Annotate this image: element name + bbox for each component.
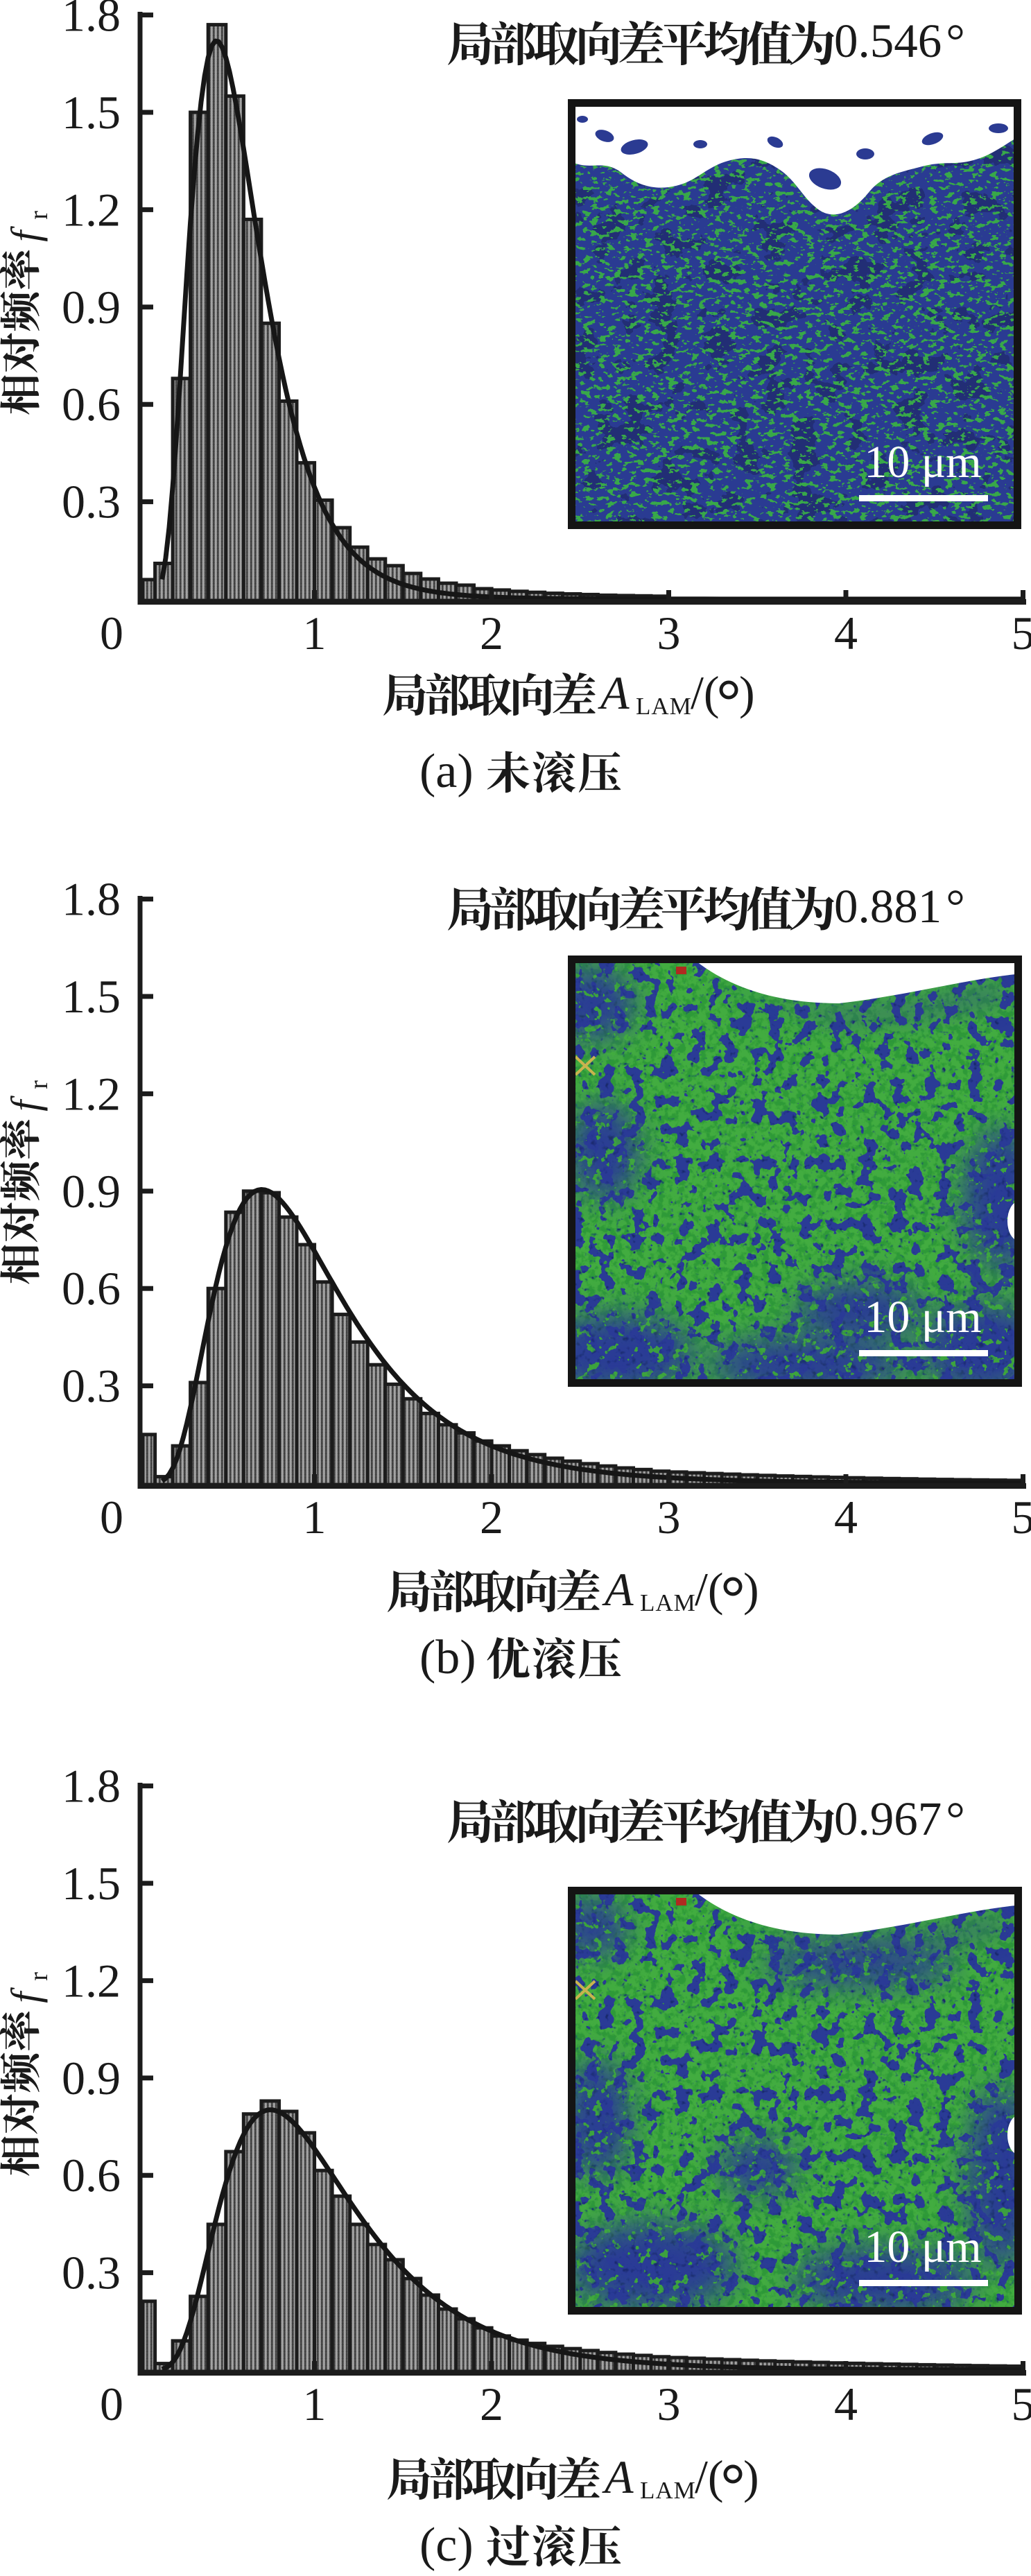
svg-text:0: 0 — [100, 1491, 123, 1544]
svg-text:4: 4 — [834, 1491, 858, 1544]
svg-text:0.881°: 0.881° — [834, 880, 965, 933]
svg-text:): ) — [743, 1563, 759, 1616]
svg-text:5: 5 — [1012, 1491, 1031, 1544]
svg-text:0.6: 0.6 — [62, 378, 121, 431]
svg-text:0.9: 0.9 — [62, 2052, 121, 2104]
svg-text:0.9: 0.9 — [62, 1165, 121, 1218]
svg-text:A: A — [602, 2450, 634, 2503]
svg-text:1: 1 — [303, 1491, 327, 1544]
svg-text:1.5: 1.5 — [62, 1857, 121, 1910]
svg-text:5: 5 — [1012, 607, 1031, 659]
svg-text:(a): (a) — [419, 745, 474, 798]
svg-text:/(: /( — [691, 666, 720, 719]
svg-text:1: 1 — [303, 2378, 327, 2430]
svg-text:2: 2 — [480, 1491, 503, 1544]
svg-text:0.546°: 0.546° — [834, 15, 965, 67]
svg-text:0: 0 — [100, 2378, 123, 2430]
svg-text:A: A — [602, 1563, 634, 1616]
svg-text:0.9: 0.9 — [62, 281, 121, 334]
svg-text:0.3: 0.3 — [62, 1360, 121, 1412]
svg-text:3: 3 — [657, 2378, 681, 2430]
svg-text:1.8: 1.8 — [62, 0, 121, 42]
svg-text:0.3: 0.3 — [62, 2247, 121, 2299]
svg-text:1.2: 1.2 — [62, 1067, 121, 1120]
svg-text:1.5: 1.5 — [62, 970, 121, 1023]
svg-text:LAM: LAM — [640, 1589, 696, 1616]
svg-text:2: 2 — [480, 607, 503, 659]
svg-text:4: 4 — [834, 2378, 858, 2430]
svg-text:r: r — [24, 211, 53, 220]
svg-text:3: 3 — [657, 607, 681, 659]
svg-text:LAM: LAM — [636, 693, 692, 720]
svg-text:0.3: 0.3 — [62, 476, 121, 528]
svg-text:(b): (b) — [419, 1631, 476, 1684]
svg-text:10 μm: 10 μm — [864, 437, 981, 487]
svg-text:1.2: 1.2 — [62, 183, 121, 236]
svg-text:1.8: 1.8 — [62, 1760, 121, 1813]
svg-text:1.8: 1.8 — [62, 873, 121, 926]
svg-text:10 μm: 10 μm — [864, 2222, 981, 2272]
svg-text:r: r — [24, 1972, 53, 1981]
svg-text:r: r — [24, 1080, 53, 1089]
svg-text:): ) — [743, 2450, 759, 2503]
svg-text:10 μm: 10 μm — [864, 1292, 981, 1342]
svg-text:/(: /( — [695, 1563, 724, 1616]
svg-text:2: 2 — [480, 2378, 503, 2430]
svg-text:0: 0 — [100, 607, 123, 659]
svg-text:0.6: 0.6 — [62, 1262, 121, 1315]
svg-text:3: 3 — [657, 1491, 681, 1544]
svg-text:0.967°: 0.967° — [834, 1792, 965, 1845]
svg-text:4: 4 — [834, 607, 858, 659]
svg-text:LAM: LAM — [640, 2477, 696, 2504]
svg-text:1.2: 1.2 — [62, 1954, 121, 2007]
svg-text:/(: /( — [695, 2450, 724, 2503]
svg-text:1.5: 1.5 — [62, 86, 121, 139]
svg-text:0.6: 0.6 — [62, 2149, 121, 2202]
svg-text:1: 1 — [303, 607, 327, 659]
svg-text:): ) — [739, 666, 755, 719]
svg-text:A: A — [598, 666, 630, 719]
svg-text:5: 5 — [1012, 2378, 1031, 2430]
svg-text:(c): (c) — [419, 2518, 474, 2572]
